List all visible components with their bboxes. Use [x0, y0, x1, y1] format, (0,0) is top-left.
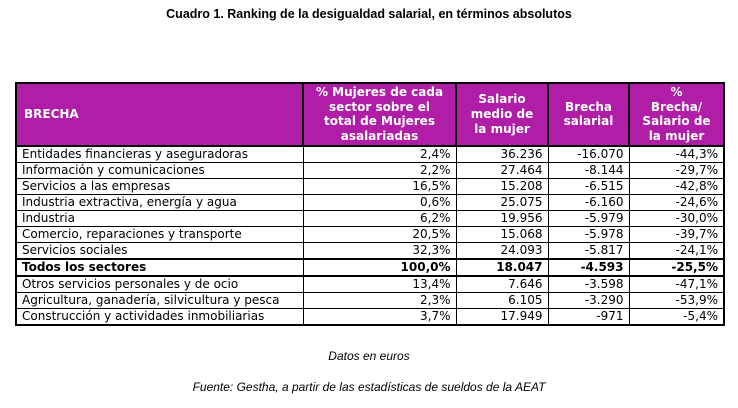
header-pct-brecha: % Brecha/ Salario de la mujer [628, 82, 725, 147]
table-row: Entidades financieras y aseguradoras 2,4… [15, 145, 725, 163]
sector-cell: Entidades financieras y aseguradoras [15, 145, 304, 163]
salario-medio-cell: 36.236 [455, 145, 549, 163]
table-row: Otros servicios personales y de ocio 13,… [15, 275, 725, 293]
brecha-salarial-cell: -3.598 [547, 275, 630, 293]
salario-medio-cell: 24.093 [455, 241, 549, 259]
sector-cell: Información y comunicaciones [15, 161, 304, 179]
brecha-salarial-cell: -5.978 [547, 225, 630, 243]
pct-brecha-cell: -47,1% [628, 275, 725, 293]
header-brecha: BRECHA [15, 82, 304, 147]
brecha-salarial-cell: -6.160 [547, 193, 630, 211]
brecha-salarial-cell: -3.290 [547, 291, 630, 309]
sector-cell: Construcción y actividades inmobiliarias [15, 307, 304, 325]
salario-medio-cell: 15.068 [455, 225, 549, 243]
sector-cell: Industria [15, 209, 304, 227]
source-note: Fuente: Gestha, a partir de las estadíst… [192, 380, 546, 394]
table-row: Comercio, reparaciones y transporte 20,5… [15, 225, 725, 243]
pct-mujeres-cell: 32,3% [302, 241, 457, 259]
brecha-salarial-cell: -4.593 [547, 257, 630, 277]
units-note: Datos en euros [328, 349, 410, 363]
table-row: Servicios a las empresas 16,5% 15.208 -6… [15, 177, 725, 195]
pct-brecha-cell: -39,7% [628, 225, 725, 243]
pct-brecha-cell: -53,9% [628, 291, 725, 309]
header-row: BRECHA % Mujeres de cada sector sobre el… [15, 82, 725, 147]
header-brecha-salarial: Brecha salarial [547, 82, 630, 147]
pct-mujeres-cell: 0,6% [302, 193, 457, 211]
salary-gap-table: BRECHA % Mujeres de cada sector sobre el… [15, 82, 725, 326]
pct-mujeres-cell: 6,2% [302, 209, 457, 227]
sector-cell: Servicios a las empresas [15, 177, 304, 195]
pct-mujeres-cell: 2,2% [302, 161, 457, 179]
salario-medio-cell: 19.956 [455, 209, 549, 227]
pct-mujeres-cell: 16,5% [302, 177, 457, 195]
brecha-salarial-cell: -8.144 [547, 161, 630, 179]
table-row: Agricultura, ganadería, silvicultura y p… [15, 291, 725, 309]
table-row: Industria 6,2% 19.956 -5.979 -30,0% [15, 209, 725, 227]
brecha-salarial-cell: -16.070 [547, 145, 630, 163]
pct-brecha-cell: -24,1% [628, 241, 725, 259]
pct-mujeres-cell: 2,3% [302, 291, 457, 309]
salario-medio-cell: 15.208 [455, 177, 549, 195]
sector-cell: Comercio, reparaciones y transporte [15, 225, 304, 243]
pct-brecha-cell: -30,0% [628, 209, 725, 227]
salario-medio-cell: 27.464 [455, 161, 549, 179]
pct-brecha-cell: -25,5% [628, 257, 725, 277]
brecha-salarial-cell: -5.817 [547, 241, 630, 259]
pct-mujeres-cell: 13,4% [302, 275, 457, 293]
table-row: Servicios sociales 32,3% 24.093 -5.817 -… [15, 241, 725, 259]
pct-mujeres-cell: 2,4% [302, 145, 457, 163]
brecha-salarial-cell: -5.979 [547, 209, 630, 227]
brecha-salarial-cell: -971 [547, 307, 630, 325]
sector-cell: Agricultura, ganadería, silvicultura y p… [15, 291, 304, 309]
brecha-salarial-cell: -6.515 [547, 177, 630, 195]
header-pct-mujeres: % Mujeres de cada sector sobre el total … [302, 82, 457, 147]
sector-cell: Servicios sociales [15, 241, 304, 259]
pct-brecha-cell: -42,8% [628, 177, 725, 195]
salario-medio-cell: 17.949 [455, 307, 549, 325]
pct-mujeres-cell: 100,0% [302, 257, 457, 277]
table-row: Información y comunicaciones 2,2% 27.464… [15, 161, 725, 179]
pct-brecha-cell: -44,3% [628, 145, 725, 163]
pct-brecha-cell: -5,4% [628, 307, 725, 325]
table-row: Construcción y actividades inmobiliarias… [15, 307, 725, 325]
sector-cell: Otros servicios personales y de ocio [15, 275, 304, 293]
header-salario-medio: Salario medio de la mujer [455, 82, 549, 147]
salario-medio-cell: 6.105 [455, 291, 549, 309]
table-row-total: Todos los sectores 100,0% 18.047 -4.593 … [15, 257, 725, 277]
salario-medio-cell: 25.075 [455, 193, 549, 211]
pct-mujeres-cell: 20,5% [302, 225, 457, 243]
table-row: Industria extractiva, energía y agua 0,6… [15, 193, 725, 211]
sector-cell: Todos los sectores [15, 257, 304, 277]
salario-medio-cell: 7.646 [455, 275, 549, 293]
salario-medio-cell: 18.047 [455, 257, 549, 277]
pct-brecha-cell: -29,7% [628, 161, 725, 179]
page-title: Cuadro 1. Ranking de la desigualdad sala… [166, 7, 572, 21]
pct-mujeres-cell: 3,7% [302, 307, 457, 325]
sector-cell: Industria extractiva, energía y agua [15, 193, 304, 211]
pct-brecha-cell: -24,6% [628, 193, 725, 211]
